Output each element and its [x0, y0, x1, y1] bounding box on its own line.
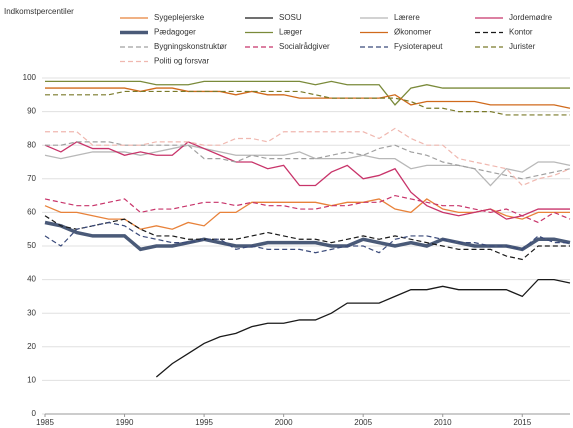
x-tick-label: 2010 — [434, 418, 452, 427]
legend-label: Fysioterapeut — [394, 42, 443, 51]
series-line — [44, 220, 571, 252]
legend-label: Økonomer — [394, 28, 432, 37]
y-tick-label: 20 — [27, 342, 36, 351]
y-tick-label: 50 — [27, 241, 36, 250]
series-line — [44, 215, 570, 261]
legend-label: Læger — [279, 28, 302, 37]
series-line — [44, 194, 571, 224]
y-tick-label: 0 — [32, 409, 37, 418]
series-line — [44, 198, 570, 230]
series-line — [45, 127, 571, 187]
x-tick-label: 2015 — [513, 418, 531, 427]
x-tick-label: 2000 — [275, 418, 293, 427]
series-line — [45, 141, 571, 180]
y-axis-title: Indkomstpercentiler — [4, 7, 74, 16]
legend-label: Politi og forsvar — [154, 57, 209, 66]
y-tick-label: 80 — [27, 140, 36, 149]
legend-label: SOSU — [279, 13, 302, 22]
y-tick-label: 70 — [27, 174, 36, 183]
series-line — [45, 87, 571, 109]
y-tick-label: 60 — [27, 208, 36, 217]
legend-label: Jordemødre — [509, 13, 553, 22]
series-line — [44, 144, 571, 187]
series-line — [45, 90, 570, 116]
legend-label: Kontor — [509, 28, 533, 37]
x-tick-label: 2005 — [354, 418, 372, 427]
series-line — [155, 278, 571, 378]
legend-label: Lærere — [394, 13, 420, 22]
series-line — [44, 141, 570, 220]
x-tick-label: 1990 — [116, 418, 134, 427]
y-tick-label: 40 — [27, 275, 36, 284]
y-tick-label: 100 — [23, 73, 37, 82]
x-tick-label: 1985 — [36, 418, 54, 427]
x-tick-label: 1995 — [195, 418, 213, 427]
legend-label: Jurister — [509, 42, 536, 51]
y-tick-label: 30 — [27, 308, 36, 317]
legend-label: Bygningskonstruktør — [154, 42, 227, 51]
legend-label: Socialrådgiver — [279, 42, 330, 51]
legend-label: Sygeplejerske — [154, 13, 205, 22]
legend-label: Pædagoger — [154, 28, 196, 37]
series-line — [44, 221, 570, 254]
y-tick-label: 90 — [27, 107, 36, 116]
y-tick-label: 10 — [27, 376, 36, 385]
series-line — [45, 80, 570, 106]
